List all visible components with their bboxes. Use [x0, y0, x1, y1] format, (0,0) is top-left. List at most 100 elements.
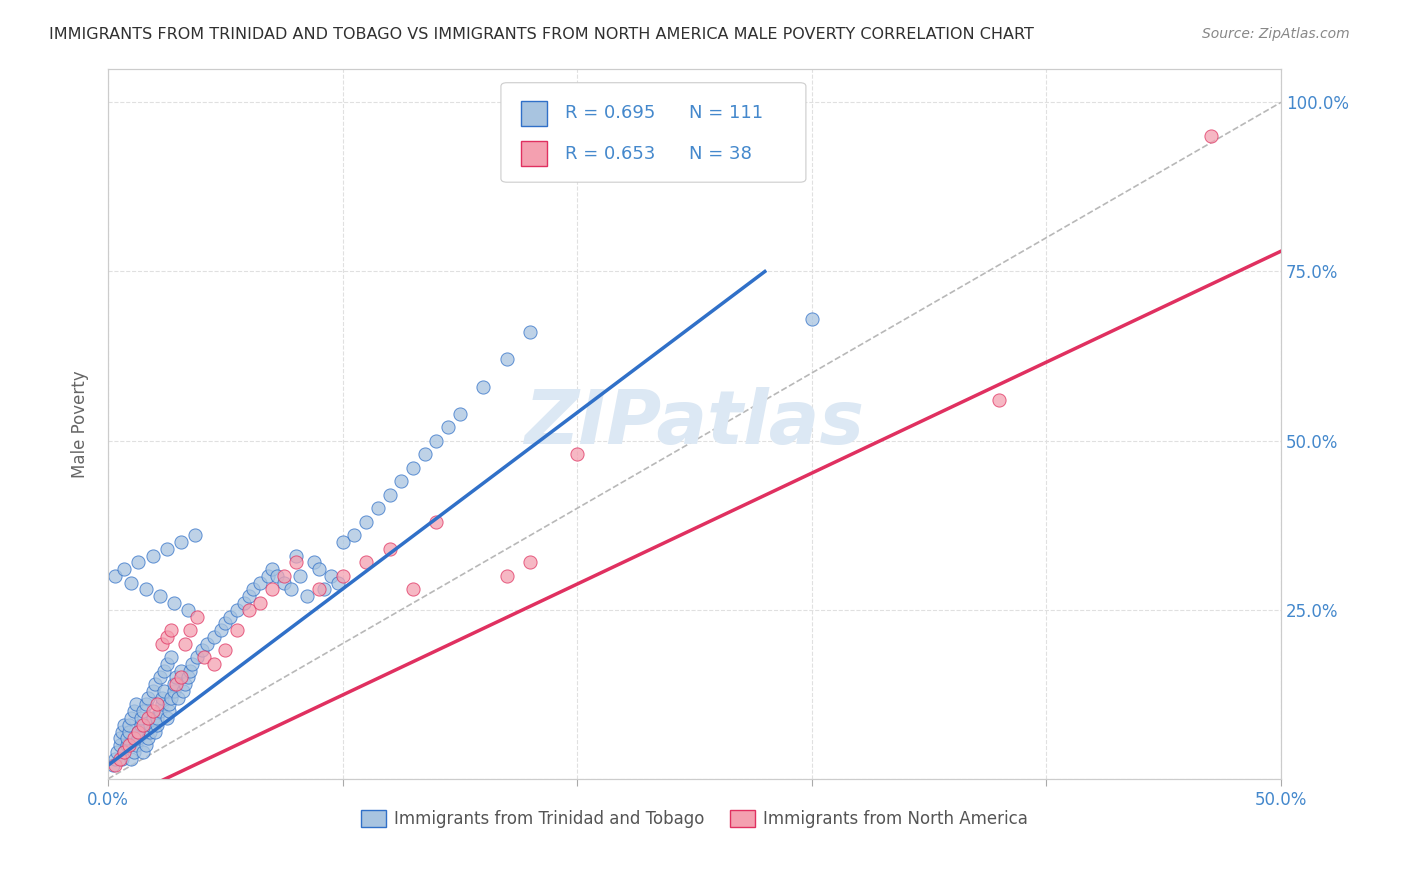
Point — [139, 718, 162, 732]
Point — [139, 724, 162, 739]
Point — [297, 589, 319, 603]
Legend: Immigrants from Trinidad and Tobago, Immigrants from North America: Immigrants from Trinidad and Tobago, Imm… — [354, 803, 1035, 835]
Point — [150, 637, 173, 651]
Point — [122, 731, 145, 746]
Text: R = 0.653: R = 0.653 — [565, 145, 655, 162]
Point — [112, 562, 135, 576]
Point — [202, 630, 225, 644]
Point — [118, 718, 141, 732]
Point — [129, 718, 152, 732]
Y-axis label: Male Poverty: Male Poverty — [72, 370, 89, 477]
Point — [127, 724, 149, 739]
Point — [214, 616, 236, 631]
Point — [142, 549, 165, 563]
Point — [163, 684, 186, 698]
Point — [136, 731, 159, 746]
Point — [112, 745, 135, 759]
Point — [226, 603, 249, 617]
Point — [273, 575, 295, 590]
Point — [127, 731, 149, 746]
Point — [256, 569, 278, 583]
Point — [193, 650, 215, 665]
Point — [170, 664, 193, 678]
Point — [142, 704, 165, 718]
Point — [163, 596, 186, 610]
Text: R = 0.695: R = 0.695 — [565, 104, 655, 122]
Point — [425, 434, 447, 448]
Point — [174, 677, 197, 691]
Point — [326, 575, 349, 590]
Point — [156, 541, 179, 556]
Point — [146, 698, 169, 712]
Point — [104, 569, 127, 583]
Point — [170, 535, 193, 549]
Point — [120, 711, 142, 725]
Point — [195, 637, 218, 651]
Point — [167, 690, 190, 705]
Point — [156, 711, 179, 725]
Point — [150, 690, 173, 705]
Text: ZIPatlas: ZIPatlas — [524, 387, 865, 460]
Point — [143, 677, 166, 691]
Point — [319, 569, 342, 583]
Point — [111, 751, 134, 765]
Point — [170, 670, 193, 684]
Point — [142, 711, 165, 725]
Point — [290, 569, 312, 583]
Point — [332, 569, 354, 583]
Point — [160, 623, 183, 637]
Text: IMMIGRANTS FROM TRINIDAD AND TOBAGO VS IMMIGRANTS FROM NORTH AMERICA MALE POVERT: IMMIGRANTS FROM TRINIDAD AND TOBAGO VS I… — [49, 27, 1033, 42]
Point — [179, 664, 201, 678]
Point — [437, 420, 460, 434]
Point — [495, 569, 517, 583]
Point — [108, 731, 131, 746]
FancyBboxPatch shape — [501, 83, 806, 182]
Text: N = 38: N = 38 — [689, 145, 751, 162]
Point — [308, 582, 330, 597]
Point — [402, 460, 425, 475]
Point — [135, 738, 157, 752]
Point — [135, 582, 157, 597]
Point — [127, 556, 149, 570]
Point — [332, 535, 354, 549]
Point — [120, 751, 142, 765]
Point — [165, 670, 187, 684]
Point — [226, 623, 249, 637]
Point — [284, 556, 307, 570]
Point — [160, 650, 183, 665]
Point — [284, 549, 307, 563]
Point — [132, 704, 155, 718]
Point — [280, 582, 302, 597]
Point — [143, 724, 166, 739]
Point — [108, 738, 131, 752]
Point — [378, 541, 401, 556]
Point — [160, 690, 183, 705]
Point — [233, 596, 256, 610]
Point — [354, 515, 377, 529]
Point — [214, 643, 236, 657]
Point — [449, 407, 471, 421]
Point — [425, 515, 447, 529]
Point — [127, 724, 149, 739]
Point — [112, 718, 135, 732]
Point — [179, 623, 201, 637]
Point — [402, 582, 425, 597]
Point — [238, 589, 260, 603]
Point — [146, 718, 169, 732]
Point — [242, 582, 264, 597]
Point — [181, 657, 204, 671]
Point — [308, 562, 330, 576]
Point — [115, 738, 138, 752]
Point — [125, 698, 148, 712]
Point — [112, 745, 135, 759]
Point — [105, 745, 128, 759]
Point — [262, 562, 284, 576]
Point — [389, 474, 412, 488]
Point — [104, 751, 127, 765]
Point — [177, 603, 200, 617]
Point — [101, 758, 124, 772]
Point — [343, 528, 366, 542]
Point — [108, 751, 131, 765]
Point — [129, 711, 152, 725]
Point — [472, 379, 495, 393]
